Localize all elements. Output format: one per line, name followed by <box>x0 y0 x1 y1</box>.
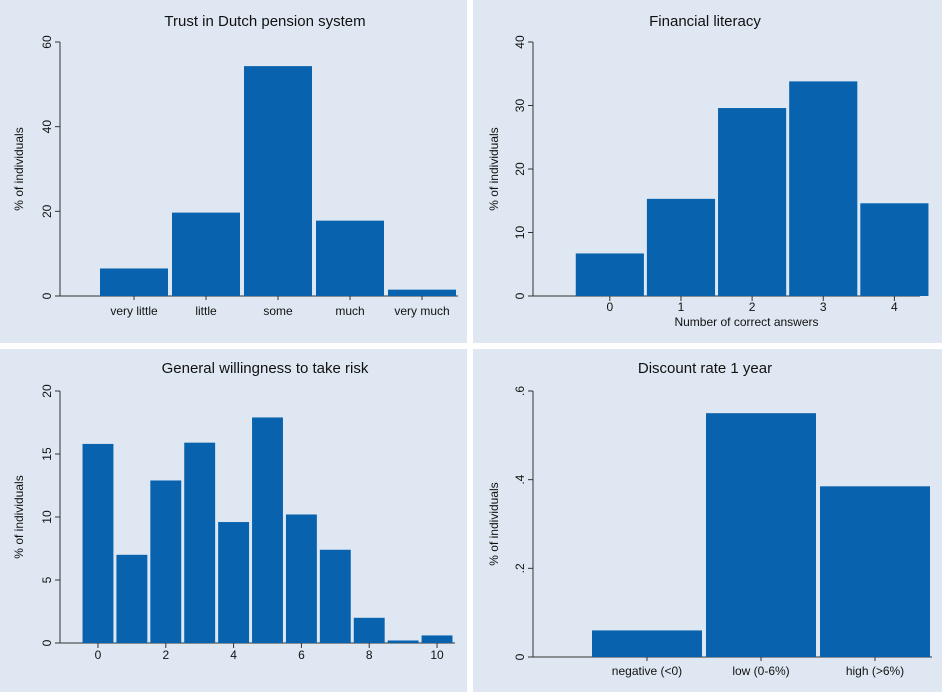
bar <box>421 635 453 643</box>
x-tick-label: 4 <box>891 300 898 314</box>
x-tick-label: 0 <box>606 300 613 314</box>
x-tick-label: 8 <box>366 648 373 662</box>
y-tick-label: 20 <box>40 384 54 398</box>
y-tick-label: 30 <box>513 99 527 113</box>
bar <box>860 203 929 296</box>
y-tick-label: 0 <box>513 292 527 299</box>
bar <box>316 220 384 296</box>
y-tick-label: 20 <box>513 162 527 176</box>
chart-title: Trust in Dutch pension system <box>164 13 365 30</box>
x-tick-label: 1 <box>678 300 685 314</box>
bar <box>789 81 858 297</box>
x-tick-label: much <box>335 304 364 318</box>
bar <box>592 630 702 657</box>
y-tick-label: 40 <box>513 35 527 49</box>
y-axis-label: % of individuals <box>487 482 501 565</box>
bar <box>244 66 312 296</box>
chart-title: General willingness to take risk <box>162 360 369 377</box>
x-tick-label: some <box>263 304 293 318</box>
x-tick-label: 10 <box>430 648 444 662</box>
y-tick-label: 40 <box>40 120 54 134</box>
x-tick-label: very little <box>110 304 158 318</box>
bar <box>820 486 930 657</box>
chart-title: Financial literacy <box>649 13 761 30</box>
y-tick-label: 10 <box>513 226 527 240</box>
y-tick-label: 60 <box>40 35 54 49</box>
bar <box>218 522 250 643</box>
bar <box>252 417 283 643</box>
y-tick-label: .4 <box>513 474 527 484</box>
bar <box>116 554 148 643</box>
y-axis-label: % of individuals <box>12 127 26 210</box>
x-tick-label: 2 <box>749 300 756 314</box>
y-tick-label: .6 <box>513 386 527 396</box>
x-tick-label: high (>6%) <box>846 664 904 678</box>
y-tick-label: 0 <box>40 639 54 646</box>
bar <box>172 212 240 296</box>
y-tick-label: 10 <box>40 510 54 524</box>
x-axis-label: Number of correct answers <box>674 315 818 329</box>
bar <box>319 549 351 643</box>
bar <box>646 198 716 296</box>
x-tick-label: 2 <box>162 648 169 662</box>
bar <box>388 289 456 296</box>
y-tick-label: .2 <box>513 563 527 573</box>
y-axis-label: % of individuals <box>487 127 501 210</box>
x-tick-label: 4 <box>230 648 237 662</box>
bar <box>184 442 216 643</box>
bar <box>706 413 816 657</box>
y-tick-label: 5 <box>40 576 54 583</box>
bar <box>285 514 317 643</box>
y-tick-label: 20 <box>40 204 54 218</box>
bar <box>150 480 182 643</box>
x-tick-label: little <box>195 304 217 318</box>
bar <box>82 443 114 643</box>
bar <box>718 108 787 296</box>
y-axis-label: % of individuals <box>12 475 26 558</box>
bar <box>575 253 644 296</box>
chart-title: Discount rate 1 year <box>638 360 772 377</box>
x-tick-label: very much <box>394 304 449 318</box>
x-tick-label: negative (<0) <box>612 664 682 678</box>
y-tick-label: 15 <box>40 447 54 461</box>
x-tick-label: 6 <box>298 648 305 662</box>
x-tick-label: 0 <box>95 648 102 662</box>
x-tick-label: low (0-6%) <box>732 664 789 678</box>
bar <box>387 640 419 643</box>
y-tick-label: 0 <box>513 653 527 660</box>
y-tick-label: 0 <box>40 292 54 299</box>
bar <box>353 617 385 643</box>
x-tick-label: 3 <box>820 300 827 314</box>
bar <box>100 268 168 296</box>
